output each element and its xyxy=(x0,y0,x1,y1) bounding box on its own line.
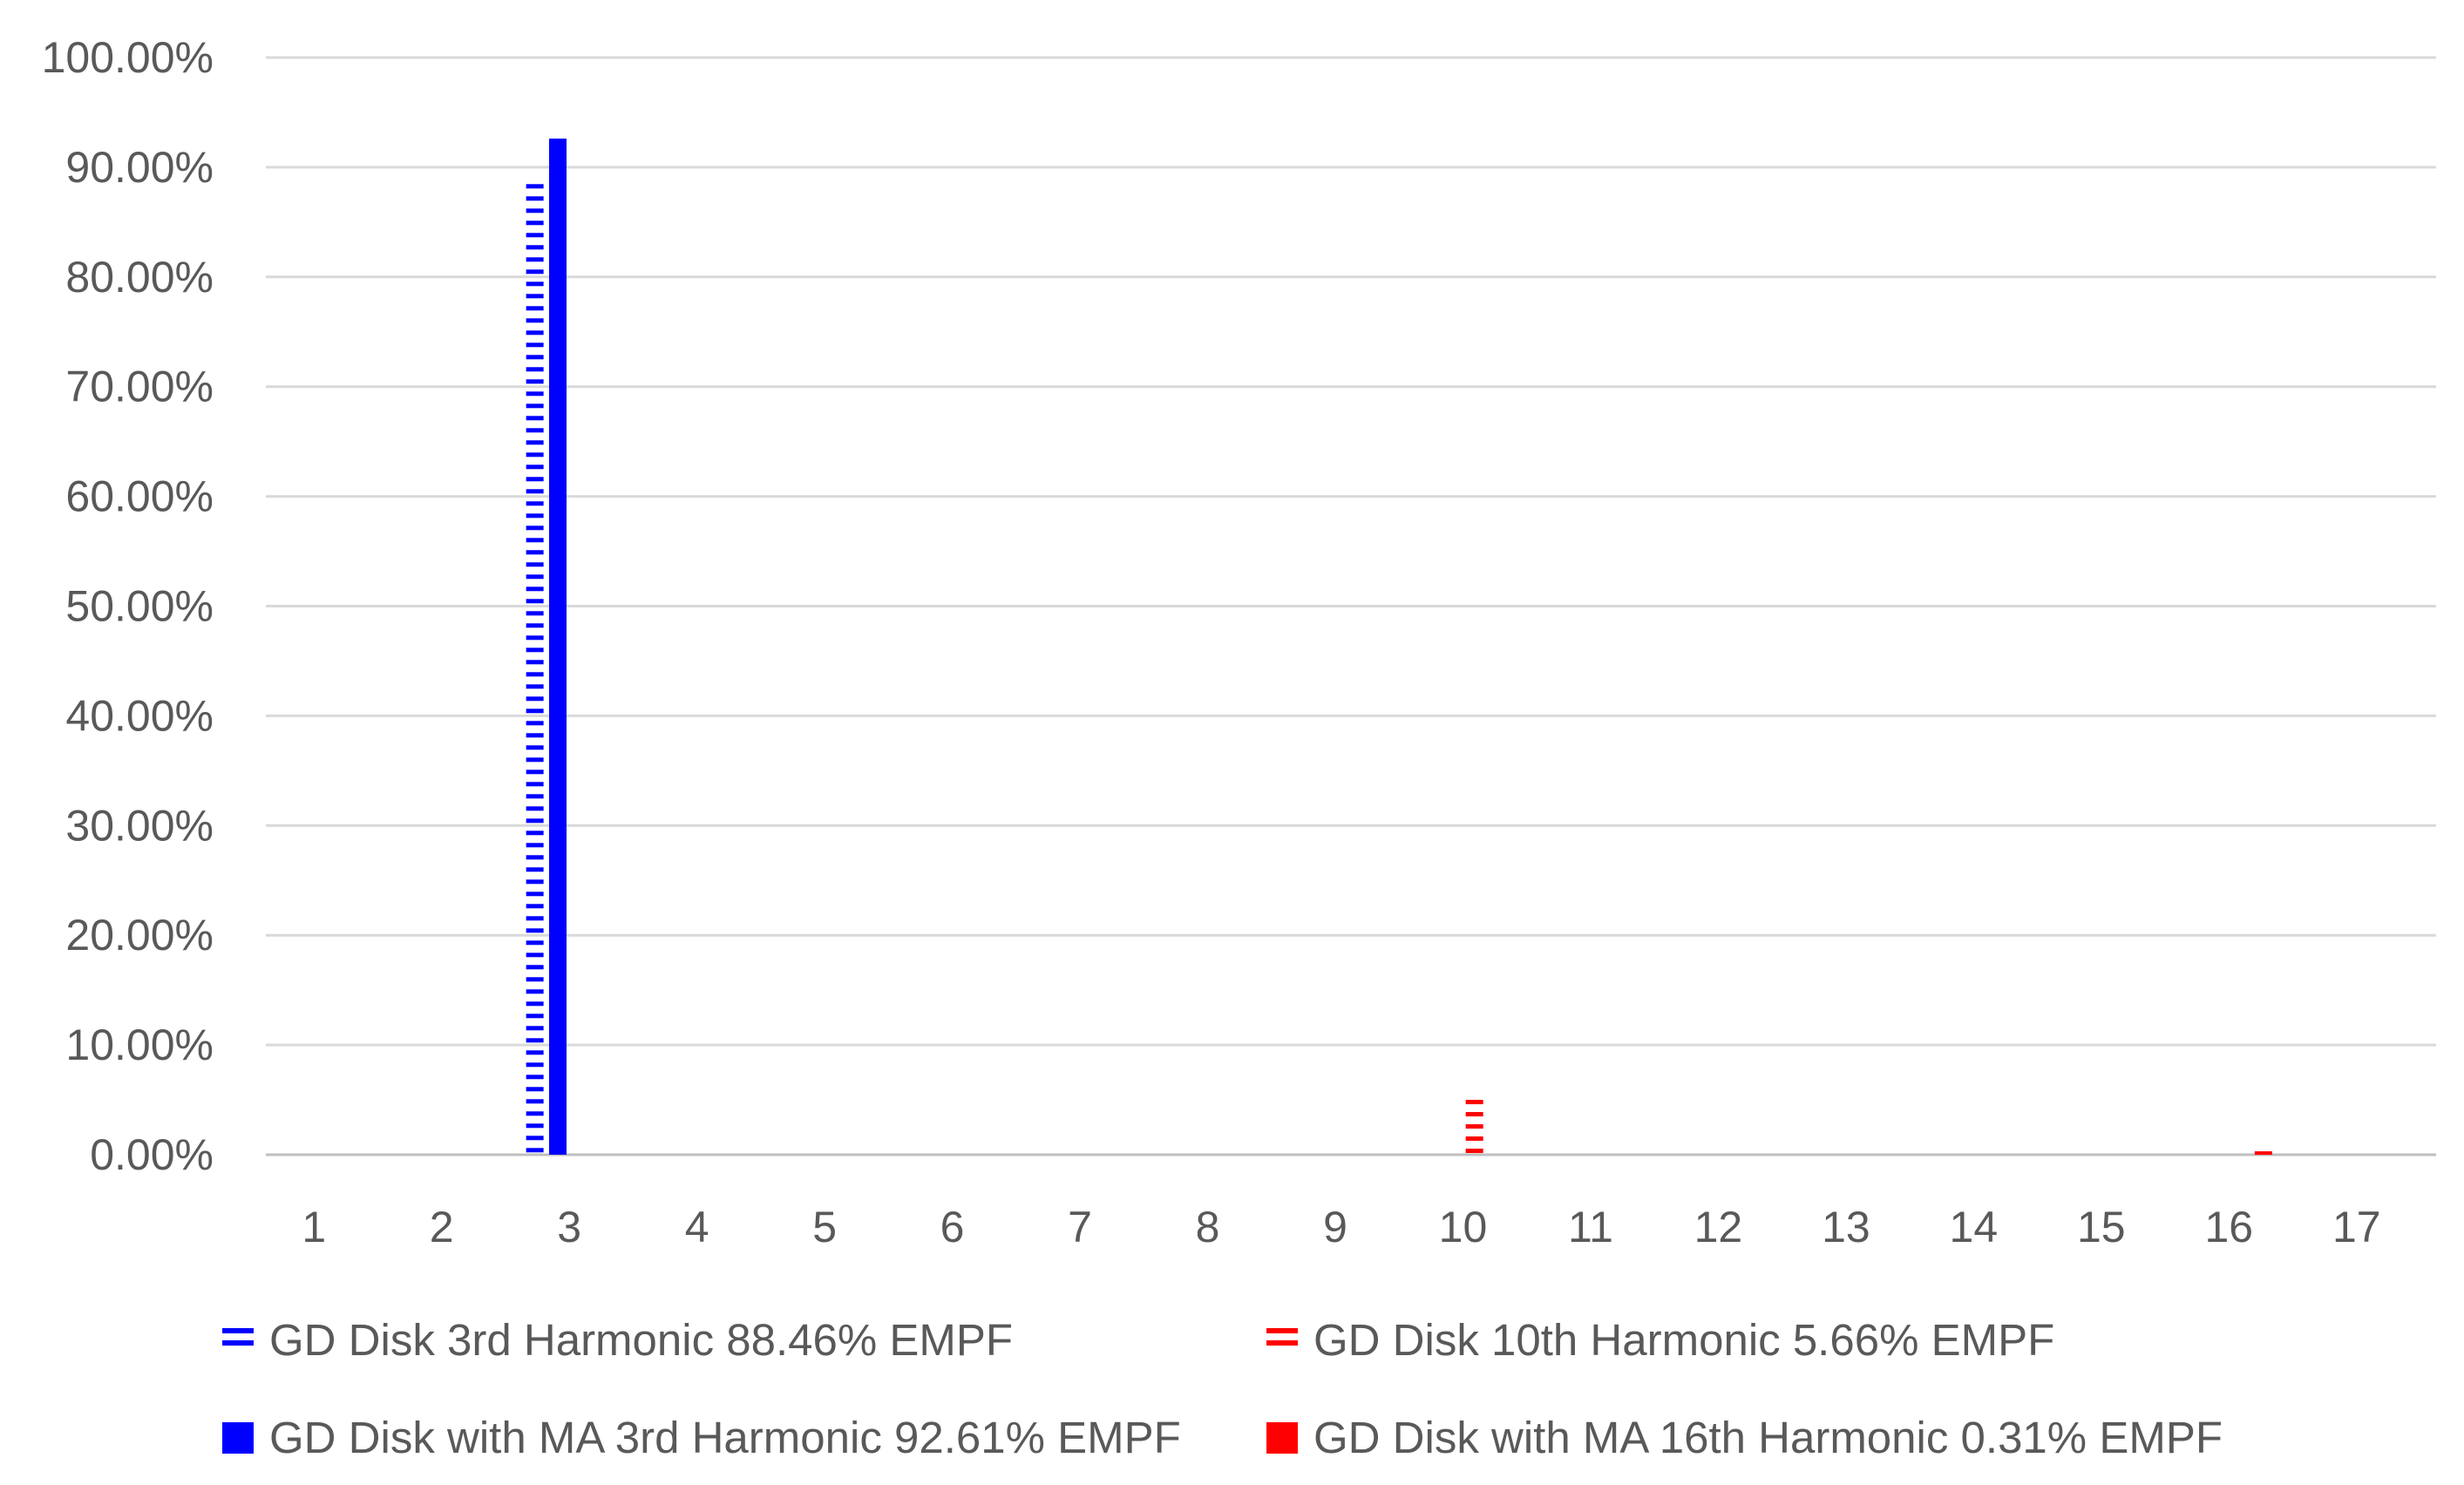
y-tick-label: 50.00% xyxy=(65,582,214,631)
y-tick-label: 40.00% xyxy=(65,691,214,740)
x-tick-label: 6 xyxy=(940,1203,965,1251)
y-tick-label: 60.00% xyxy=(65,472,214,521)
bar-dashed xyxy=(1465,1100,1483,1154)
y-tick-label: 80.00% xyxy=(65,253,214,302)
bar-solid xyxy=(548,139,567,1156)
y-tick-label: 90.00% xyxy=(65,143,214,192)
x-tick-label: 7 xyxy=(1068,1203,1092,1251)
x-tick-label: 2 xyxy=(430,1203,454,1251)
y-tick-label: 20.00% xyxy=(65,911,214,959)
x-tick-label: 12 xyxy=(1694,1203,1743,1251)
x-axis-tick-labels: 1 2 3 4 5 6 7 8 9 10 11 12 13 14 15 16 17 xyxy=(302,1203,2380,1251)
x-tick-label: 13 xyxy=(1822,1203,1870,1251)
x-tick-label: 5 xyxy=(812,1203,837,1251)
x-tick-label: 3 xyxy=(557,1203,581,1251)
x-tick-label: 17 xyxy=(2332,1203,2381,1251)
x-tick-label: 16 xyxy=(2204,1203,2253,1251)
y-tick-label: 70.00% xyxy=(65,363,214,411)
x-tick-label: 10 xyxy=(1439,1203,1488,1251)
x-tick-label: 4 xyxy=(685,1203,709,1251)
bar-dashed xyxy=(526,184,544,1153)
x-tick-label: 11 xyxy=(1568,1203,1613,1251)
bar-solid xyxy=(2254,1151,2272,1156)
y-axis-tick-labels: 0.00% 10.00% 20.00% 30.00% 40.00% 50.00% 60.00… xyxy=(42,33,214,1179)
gridlines xyxy=(266,56,2436,1156)
y-tick-label: 30.00% xyxy=(65,801,214,850)
bars xyxy=(526,139,2272,1156)
y-tick-label: 100.00% xyxy=(42,33,214,82)
y-tick-label: 0.00% xyxy=(90,1130,214,1179)
x-tick-label: 1 xyxy=(302,1203,326,1251)
x-tick-label: 15 xyxy=(2077,1203,2126,1251)
x-tick-label: 8 xyxy=(1196,1203,1220,1251)
x-tick-label: 9 xyxy=(1323,1203,1347,1251)
y-tick-label: 10.00% xyxy=(65,1021,214,1069)
x-tick-label: 14 xyxy=(1950,1203,1999,1251)
